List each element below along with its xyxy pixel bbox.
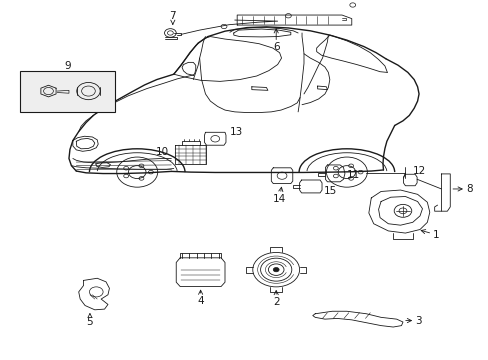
Text: 11: 11 [346,170,359,180]
Text: 13: 13 [229,127,243,137]
Text: 1: 1 [420,230,438,239]
Text: 14: 14 [272,187,285,204]
Text: 7: 7 [169,11,176,24]
Text: 3: 3 [405,316,421,325]
Text: 8: 8 [452,184,471,194]
Bar [20,71,115,112]
Text: 5: 5 [86,314,93,327]
Text: 6: 6 [272,29,279,52]
Text: 4: 4 [197,290,203,306]
Text: 15: 15 [324,186,337,196]
Circle shape [273,267,279,272]
Text: 12: 12 [412,166,425,176]
Text: 9: 9 [64,61,71,71]
Text: 10: 10 [156,147,168,157]
Text: 2: 2 [272,291,279,307]
